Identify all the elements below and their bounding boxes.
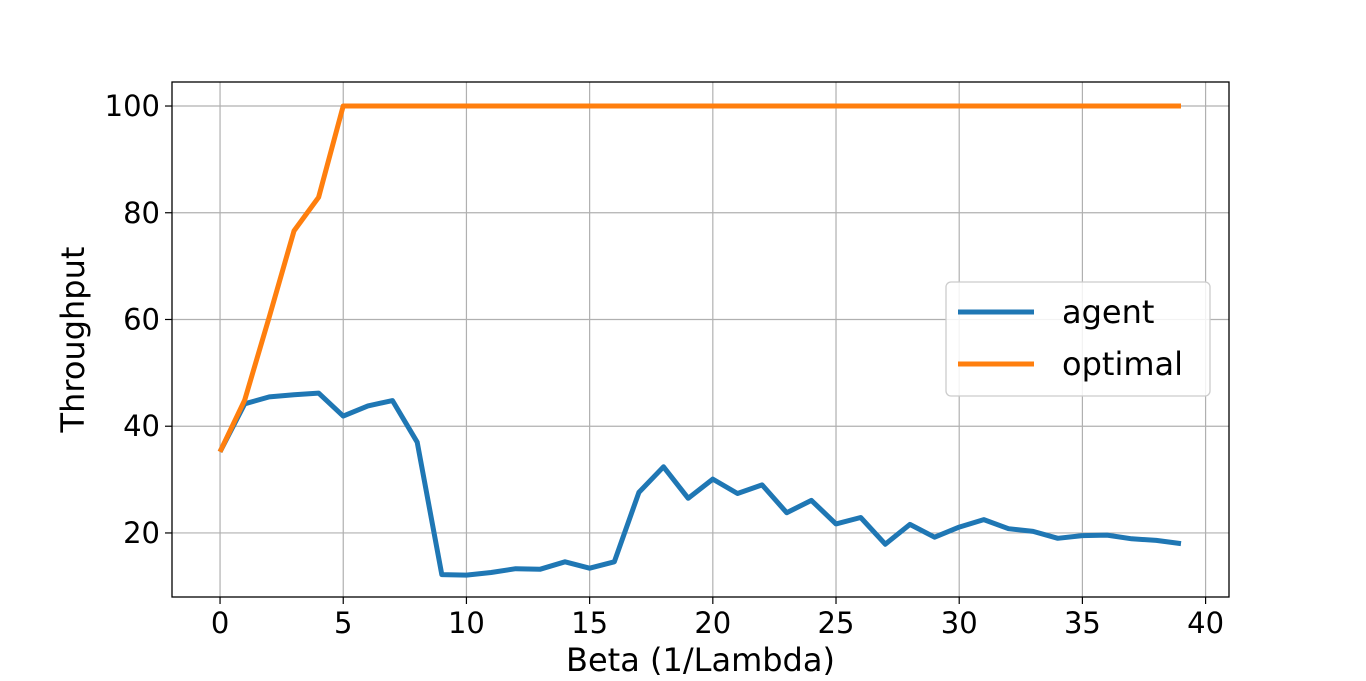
y-tick-label: 20 — [123, 516, 160, 550]
x-tick-label: 10 — [448, 606, 485, 640]
legend: agent optimal — [945, 281, 1211, 397]
x-tick-label: 35 — [1064, 606, 1101, 640]
legend-label-optimal: optimal — [1062, 345, 1183, 383]
series-line-optimal — [217, 103, 1181, 453]
x-tick-label: 20 — [694, 606, 731, 640]
series-line-agent — [217, 390, 1182, 578]
x-tick-label: 30 — [941, 606, 978, 640]
y-tick-label: 100 — [105, 89, 160, 123]
series-lines — [217, 103, 1182, 578]
x-tick-label: 15 — [571, 606, 608, 640]
ticks: 0 5 10 15 20 25 30 35 40 20 40 60 80 100 — [105, 89, 1224, 640]
y-tick-label: 60 — [123, 302, 160, 336]
y-axis-title: Throughput — [54, 247, 92, 434]
plot-frame — [171, 81, 1230, 598]
x-tick-label: 5 — [334, 606, 352, 640]
x-tick-label: 0 — [211, 606, 229, 640]
y-tick-label: 80 — [123, 196, 160, 230]
legend-label-agent: agent — [1062, 293, 1154, 331]
x-tick-label: 25 — [818, 606, 855, 640]
x-axis-title: Beta (1/Lambda) — [566, 641, 835, 679]
x-tick-label: 40 — [1187, 606, 1224, 640]
y-tick-label: 40 — [123, 409, 160, 443]
